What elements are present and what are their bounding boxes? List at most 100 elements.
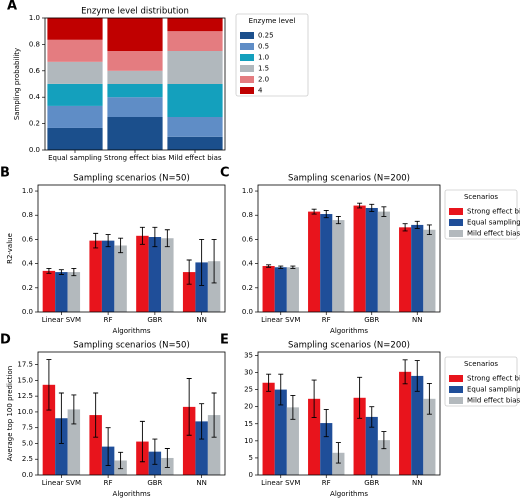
error-bar [46,359,52,411]
error-bar [369,406,375,428]
legend-label: 0.5 [258,43,269,51]
bar [67,409,81,475]
bar [274,267,287,312]
legend-box [444,189,518,240]
x-tick-label: Linear SVM [42,479,81,487]
bar-segment [47,17,103,40]
error-bar [46,268,52,274]
x-tick-label: Linear SVM [261,316,300,324]
y-tick-label: 0.0 [242,308,253,316]
legend-title: Enzyme level [249,17,296,25]
legend-swatch [449,208,463,215]
y-tick-label: 15 [244,420,253,428]
x-tick-label: GBR [147,479,162,487]
error-bar [58,269,64,275]
legend-label: Equal sampling [467,386,520,394]
bar [161,238,174,312]
legend-swatch [449,397,463,404]
error-bar [266,264,272,268]
x-tick-label: NN [412,316,422,324]
bar [399,227,412,312]
x-tick-label: Strong effect bias [104,154,166,162]
legend-label: Equal sampling [467,219,520,227]
y-tick-label: 0.4 [242,260,254,268]
bar [411,224,424,312]
bar [320,214,333,312]
error-bar [118,237,124,254]
bar [411,375,424,475]
x-tick-label: RF [104,316,113,324]
y-tick-label: 0.0 [22,308,33,316]
axes-frame [37,351,226,476]
bar [55,418,68,475]
error-bar [199,403,205,440]
error-bar [369,203,375,213]
chart-title: Enzyme level distribution [81,7,189,17]
chart-title: Sampling scenarios (N=50) [73,174,190,184]
error-bar [93,232,99,249]
error-bar [139,226,145,245]
bar-segment [47,61,103,84]
y-tick-label: 0.6 [242,235,254,243]
x-axis-label: Algorithms [330,490,368,498]
x-tick-label: RF [104,479,113,487]
y-tick-label: 0.4 [29,93,41,101]
bar [423,229,436,312]
legend-label: 1.0 [258,54,269,62]
bar [89,240,102,312]
bar [67,272,81,312]
legend-label: 2.0 [258,76,269,84]
error-bar [381,431,387,450]
error-bar [414,220,420,229]
bar [195,262,208,312]
bar [353,205,366,312]
axes-frame [257,184,441,313]
bar-segment [107,70,163,84]
error-bar [266,373,272,392]
bar-segment [107,18,163,51]
error-bar [93,392,99,438]
x-tick-label: NN [196,479,206,487]
bar-segment [107,51,163,71]
x-tick-label: GBR [147,316,162,324]
y-tick-label: 20 [244,403,253,411]
error-bar [118,451,124,470]
legend-title: Scenarios [464,193,498,201]
bar-segment [107,84,163,98]
error-bar [186,378,192,436]
error-bar [357,202,363,209]
axes-frame [37,184,226,313]
axes-frame [257,351,441,476]
y-tick-label: 0.6 [29,67,41,75]
legend-swatch [449,230,463,237]
y-tick-label: 1.0 [22,187,33,195]
error-bar [311,379,317,419]
bar [377,440,390,475]
y-axis-label: Sampling probability [13,48,21,120]
y-tick-label: 1.0 [29,14,40,22]
bar [308,398,321,475]
chart-title: Sampling scenarios (N=50) [73,341,190,351]
y-tick-label: 0.0 [22,471,33,479]
bar [365,416,378,475]
y-tick-label: 17.5 [17,361,33,369]
x-tick-label: Linear SVM [42,316,81,324]
error-bar [335,215,341,225]
bar-segment [167,51,223,84]
bar-segment [167,31,223,51]
error-bar [278,265,284,269]
y-tick-label: 0.2 [242,284,253,292]
y-tick-label: 10 [244,437,253,445]
bar-segment [47,83,103,106]
panel-letter: C [220,166,230,181]
x-tick-label: NN [412,479,422,487]
bar-segment [47,127,103,150]
bar [353,397,366,475]
bar [42,384,56,475]
y-tick-label: 12.5 [17,392,33,400]
error-bar [211,238,217,284]
error-bar [152,226,158,248]
error-bar [152,438,158,465]
error-bar [357,376,363,419]
